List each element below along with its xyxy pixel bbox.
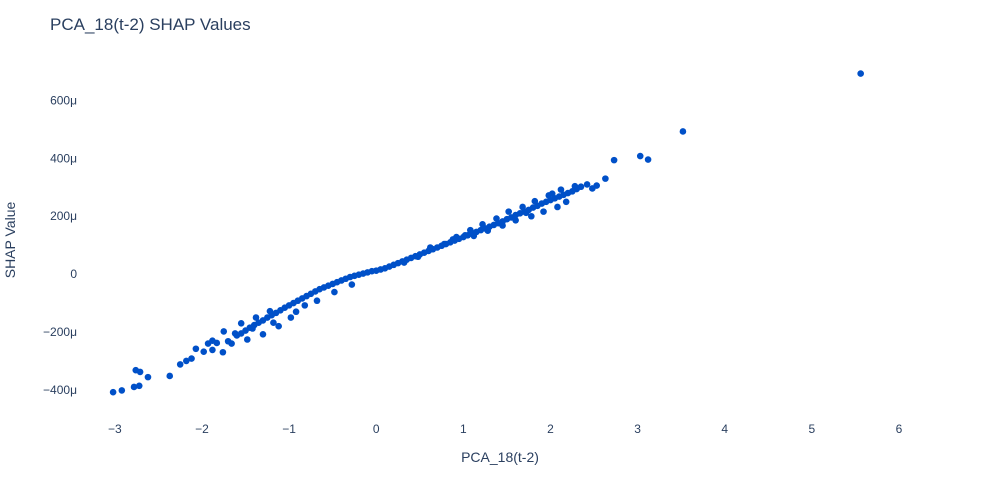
scatter-point[interactable] <box>144 373 152 381</box>
scatter-point[interactable] <box>266 307 274 315</box>
x-tick-label: 0 <box>373 422 380 436</box>
scatter-point[interactable] <box>252 314 260 321</box>
scatter-point[interactable] <box>192 345 200 353</box>
scatter-point[interactable] <box>118 387 126 394</box>
scatter-point[interactable] <box>440 240 448 248</box>
scatter-point[interactable] <box>679 128 687 135</box>
scatter-point[interactable] <box>400 259 408 266</box>
chart-title: PCA_18(t-2) SHAP Values <box>50 15 251 34</box>
scatter-point[interactable] <box>583 181 591 188</box>
scatter-point[interactable] <box>209 337 216 344</box>
scatter-point[interactable] <box>512 216 519 224</box>
scatter-point[interactable] <box>301 302 309 309</box>
x-axis-ticks: −3 −2 −1 0 1 2 3 4 5 6 <box>108 422 903 436</box>
scatter-point[interactable] <box>467 226 474 234</box>
scatter-point[interactable] <box>249 325 256 332</box>
scatter-point[interactable] <box>275 322 282 330</box>
x-tick-label: 2 <box>547 422 554 436</box>
scatter-point[interactable] <box>602 175 609 182</box>
x-tick-label: −2 <box>195 422 209 436</box>
scatter-point[interactable] <box>182 357 190 365</box>
scatter-point[interactable] <box>522 209 530 217</box>
scatter-point[interactable] <box>414 253 422 261</box>
x-tick-label: 3 <box>634 422 641 436</box>
scatter-point[interactable] <box>135 382 143 390</box>
scatter-point[interactable] <box>479 221 486 228</box>
scatter-point[interactable] <box>231 330 239 337</box>
scatter-point[interactable] <box>220 328 228 335</box>
scatter-point[interactable] <box>209 346 216 354</box>
scatter-point[interactable] <box>270 319 277 327</box>
scatter-point[interactable] <box>571 182 579 190</box>
scatter-point[interactable] <box>166 372 174 380</box>
scatter-point[interactable] <box>531 197 539 205</box>
scatter-point[interactable] <box>219 348 227 356</box>
scatter-point[interactable] <box>610 156 618 164</box>
scatter-point[interactable] <box>426 244 434 251</box>
scatter-point[interactable] <box>313 297 321 305</box>
y-tick-label: 0 <box>70 267 77 281</box>
scatter-point[interactable] <box>348 281 356 288</box>
scatter-points <box>109 70 864 396</box>
y-tick-label: −400μ <box>43 383 77 397</box>
scatter-point[interactable] <box>109 388 117 396</box>
scatter-point[interactable] <box>287 314 295 321</box>
x-axis-title: PCA_18(t-2) <box>461 449 539 465</box>
scatter-point[interactable] <box>540 208 547 215</box>
scatter-point[interactable] <box>292 308 300 316</box>
scatter-point[interactable] <box>493 215 500 222</box>
scatter-point[interactable] <box>857 70 864 77</box>
scatter-point[interactable] <box>562 198 570 206</box>
y-axis-ticks: −400μ −200μ 0 200μ 400μ 600μ <box>43 94 77 397</box>
scatter-point[interactable] <box>449 236 457 243</box>
scatter-point[interactable] <box>528 212 535 220</box>
scatter-point[interactable] <box>136 368 144 376</box>
scatter-point[interactable] <box>461 232 469 239</box>
scatter-point[interactable] <box>499 222 506 229</box>
scatter-point[interactable] <box>259 330 267 338</box>
y-tick-label: −200μ <box>43 325 77 339</box>
scatter-point[interactable] <box>228 340 235 347</box>
scatter-point[interactable] <box>644 156 652 163</box>
y-tick-label: 600μ <box>50 94 77 108</box>
scatter-point[interactable] <box>130 383 138 391</box>
scatter-point[interactable] <box>331 288 338 296</box>
scatter-point[interactable] <box>577 183 585 191</box>
scatter-point[interactable] <box>176 361 184 368</box>
scatter-point[interactable] <box>593 182 600 189</box>
x-tick-label: −3 <box>108 422 122 436</box>
scatter-point[interactable] <box>237 320 245 327</box>
scatter-point[interactable] <box>188 355 195 362</box>
y-tick-label: 400μ <box>50 151 77 165</box>
scatter-point[interactable] <box>470 232 478 240</box>
x-tick-label: 4 <box>721 422 728 436</box>
x-tick-label: 1 <box>460 422 467 436</box>
scatter-point[interactable] <box>200 348 208 355</box>
x-tick-label: 6 <box>896 422 903 436</box>
scatter-point[interactable] <box>243 336 251 343</box>
scatter-point[interactable] <box>557 186 565 193</box>
scatter-point[interactable] <box>505 208 512 215</box>
scatter-point[interactable] <box>554 203 561 211</box>
x-tick-label: 5 <box>809 422 816 436</box>
scatter-point[interactable] <box>636 152 644 160</box>
x-tick-label: −1 <box>282 422 296 436</box>
y-axis-title: SHAP Value <box>2 202 18 279</box>
scatter-point[interactable] <box>484 227 492 235</box>
scatter-point[interactable] <box>548 190 556 197</box>
scatter-point[interactable] <box>519 203 526 211</box>
y-tick-label: 200μ <box>50 209 77 223</box>
